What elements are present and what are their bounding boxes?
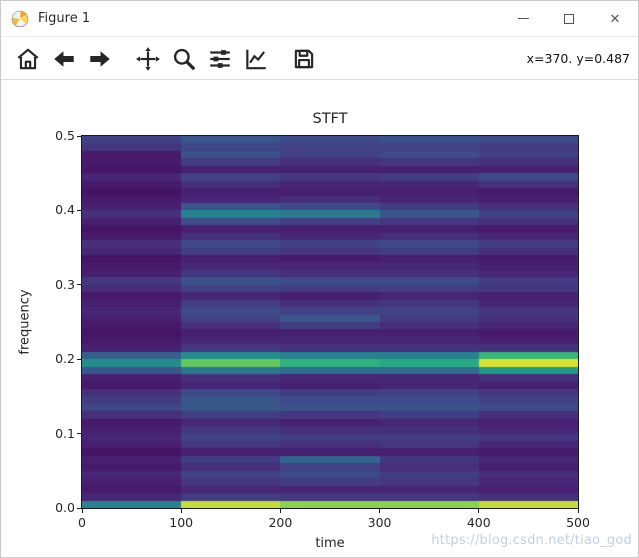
y-tick-label: 0.1 xyxy=(55,425,75,441)
stft-heatmap-canvas[interactable] xyxy=(81,135,579,509)
plot-title: STFT xyxy=(312,111,348,127)
x-tick-mark xyxy=(379,509,381,513)
x-tick-mark xyxy=(279,509,281,513)
close-icon: ✕ xyxy=(609,11,621,26)
cursor-coordinates-status: x=370. y=0.487 xyxy=(526,51,630,66)
minimize-icon xyxy=(517,18,529,19)
save-floppy-icon xyxy=(294,49,314,68)
zoom-magnifier-icon xyxy=(173,48,195,70)
y-tick-mark xyxy=(77,507,81,509)
y-axis-label: frequency xyxy=(17,289,33,355)
maximize-icon xyxy=(564,13,574,24)
y-tick-label: 0.4 xyxy=(55,202,75,218)
x-tick-mark xyxy=(81,509,83,513)
y-tick-mark xyxy=(77,284,81,286)
x-tick-label: 500 xyxy=(566,515,590,530)
maximize-button[interactable] xyxy=(546,1,592,36)
x-tick-mark xyxy=(577,509,579,513)
forward-button[interactable] xyxy=(83,42,117,76)
home-icon xyxy=(17,48,39,69)
title-bar[interactable]: Figure 1 ✕ xyxy=(1,1,638,37)
edit-parameters-button[interactable] xyxy=(239,42,273,76)
close-button[interactable]: ✕ xyxy=(592,1,638,36)
x-tick-label: 100 xyxy=(169,515,194,530)
pan-button[interactable] xyxy=(131,42,165,76)
navigation-toolbar: x=370. y=0.487 xyxy=(1,38,638,80)
window-title: Figure 1 xyxy=(38,11,91,26)
x-tick-label: 300 xyxy=(367,515,392,530)
zoom-button[interactable] xyxy=(167,42,201,76)
y-tick-label: 0.2 xyxy=(55,351,75,367)
figure-plot-area: STFT frequency time https://blog.csdn.ne… xyxy=(1,81,638,557)
back-button[interactable] xyxy=(47,42,81,76)
y-tick-mark xyxy=(77,209,81,211)
x-tick-label: 0 xyxy=(78,515,86,530)
y-tick-label: 0.3 xyxy=(55,276,75,292)
watermark: https://blog.csdn.net/tiao_god xyxy=(431,533,632,548)
subplot-sliders-icon xyxy=(210,49,230,68)
y-tick-label: 0.0 xyxy=(55,500,75,515)
x-tick-label: 200 xyxy=(268,515,293,530)
configure-subplots-button[interactable] xyxy=(203,42,237,76)
y-tick-label: 0.5 xyxy=(55,128,75,143)
y-tick-mark xyxy=(77,135,81,137)
toolbar-separator xyxy=(275,58,287,59)
matplotlib-logo-icon xyxy=(11,10,29,28)
x-tick-mark xyxy=(180,509,182,513)
pan-move-icon xyxy=(136,46,160,71)
minimize-button[interactable] xyxy=(500,1,546,36)
x-tick-mark xyxy=(478,509,480,513)
save-button[interactable] xyxy=(287,42,321,76)
window-controls: ✕ xyxy=(500,1,638,36)
axes-plot-icon xyxy=(246,49,266,69)
x-tick-label: 400 xyxy=(466,515,491,530)
toolbar-separator xyxy=(119,58,131,59)
x-axis-label: time xyxy=(315,536,345,551)
forward-arrow-icon xyxy=(90,50,110,67)
back-arrow-icon xyxy=(54,50,74,67)
y-tick-mark xyxy=(77,433,81,435)
y-tick-mark xyxy=(77,358,81,360)
home-button[interactable] xyxy=(11,42,45,76)
